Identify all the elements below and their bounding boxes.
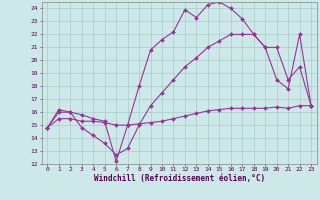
X-axis label: Windchill (Refroidissement éolien,°C): Windchill (Refroidissement éolien,°C) <box>94 174 265 183</box>
